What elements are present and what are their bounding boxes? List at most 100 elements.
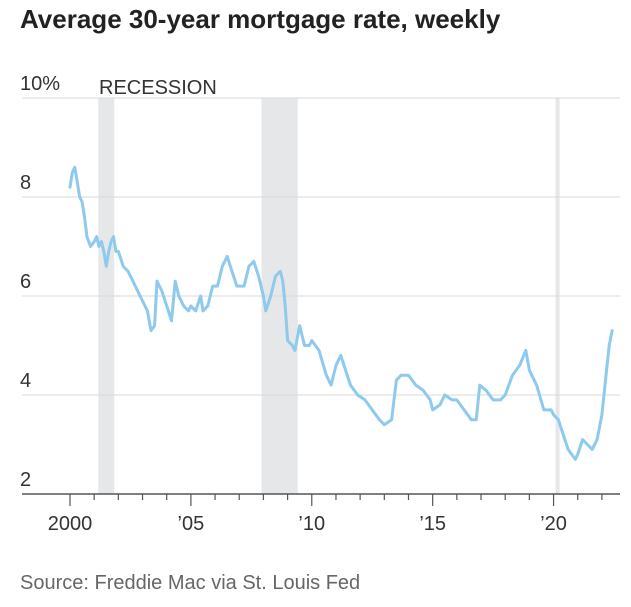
data-point xyxy=(226,255,228,258)
data-point xyxy=(107,250,110,253)
data-point xyxy=(69,186,71,188)
data-point xyxy=(122,265,124,268)
x-tick-label-2000: 2000 xyxy=(48,513,93,535)
y-tick-label-6: 6 xyxy=(20,271,31,293)
data-point xyxy=(127,270,129,273)
gridlines xyxy=(22,97,620,396)
data-point xyxy=(318,349,320,352)
data-point xyxy=(439,404,441,406)
data-point xyxy=(93,240,95,243)
data-point xyxy=(194,310,197,312)
data-point xyxy=(281,280,284,282)
data-point xyxy=(395,379,398,381)
data-point xyxy=(216,285,219,287)
series-line-0 xyxy=(68,165,614,461)
data-point xyxy=(269,295,272,297)
data-point xyxy=(190,305,192,307)
data-point xyxy=(110,240,112,243)
data-point xyxy=(608,344,610,347)
data-point xyxy=(71,171,74,174)
data-point xyxy=(344,369,347,372)
data-point xyxy=(604,379,607,381)
data-point xyxy=(257,275,260,278)
x-tick-label-2005: ’05 xyxy=(178,513,205,535)
data-point xyxy=(284,305,286,307)
data-point xyxy=(243,285,245,287)
data-point xyxy=(562,433,565,436)
data-point xyxy=(475,418,477,421)
data-point xyxy=(265,310,267,312)
data-point xyxy=(156,280,158,282)
data-point xyxy=(103,250,105,253)
data-point xyxy=(356,394,359,396)
data-point xyxy=(231,270,233,273)
data-point xyxy=(117,250,120,253)
data-point xyxy=(518,364,521,367)
data-point xyxy=(543,409,545,411)
data-point xyxy=(581,438,584,441)
data-point xyxy=(146,310,149,312)
source-note: Source: Freddie Mac via St. Louis Fed xyxy=(20,572,361,594)
data-point xyxy=(252,260,255,263)
data-point xyxy=(330,384,332,386)
data-point xyxy=(479,384,481,386)
data-point xyxy=(431,409,434,411)
data-point xyxy=(339,354,342,357)
recession-label: RECESSION xyxy=(99,77,217,99)
data-point xyxy=(105,265,108,268)
data-point xyxy=(182,305,185,307)
data-point xyxy=(528,369,531,372)
x-tick-label-2015: ’15 xyxy=(419,513,446,535)
data-point xyxy=(456,399,458,401)
data-point xyxy=(202,310,204,312)
data-point xyxy=(303,344,306,347)
data-point xyxy=(601,414,603,416)
data-point xyxy=(74,166,76,169)
data-point xyxy=(132,280,134,282)
data-point xyxy=(390,418,393,421)
data-point xyxy=(422,389,424,391)
data-point xyxy=(429,399,432,401)
data-point xyxy=(586,443,589,446)
data-point xyxy=(567,448,569,451)
y-tick-label-10: 10% xyxy=(20,73,60,95)
data-point xyxy=(407,374,410,377)
data-point xyxy=(248,265,250,268)
data-point xyxy=(400,374,403,377)
data-point xyxy=(83,216,86,218)
data-point xyxy=(325,374,328,377)
data-point xyxy=(211,285,214,287)
data-point xyxy=(286,339,289,342)
data-point xyxy=(238,285,241,287)
data-point xyxy=(364,399,366,401)
data-point xyxy=(383,423,386,426)
data-point xyxy=(552,414,555,416)
data-point xyxy=(98,245,100,248)
data-point xyxy=(524,349,527,352)
data-point xyxy=(492,399,494,401)
data-point xyxy=(291,344,294,347)
y-tick-label-4: 4 xyxy=(20,370,31,392)
data-point xyxy=(112,235,115,238)
data-point xyxy=(161,290,163,292)
data-point xyxy=(294,349,296,352)
data-point xyxy=(504,394,507,396)
data-point xyxy=(81,201,83,203)
data-point xyxy=(591,448,594,451)
x-axis: 2000 ’05 ’10 ’15 ’20 xyxy=(22,493,620,535)
data-point xyxy=(451,399,453,401)
data-point xyxy=(511,374,514,377)
data-point xyxy=(499,399,502,401)
data-point xyxy=(221,265,224,268)
data-point xyxy=(378,418,381,421)
y-axis: 10% 8 6 4 2 xyxy=(20,73,60,491)
series-layer xyxy=(68,165,614,461)
data-point xyxy=(550,409,552,411)
data-point xyxy=(576,453,579,456)
data-point xyxy=(86,235,88,238)
data-point xyxy=(463,409,465,411)
y-tick-label-8: 8 xyxy=(20,172,31,194)
data-point xyxy=(308,344,311,347)
data-point xyxy=(199,295,202,297)
